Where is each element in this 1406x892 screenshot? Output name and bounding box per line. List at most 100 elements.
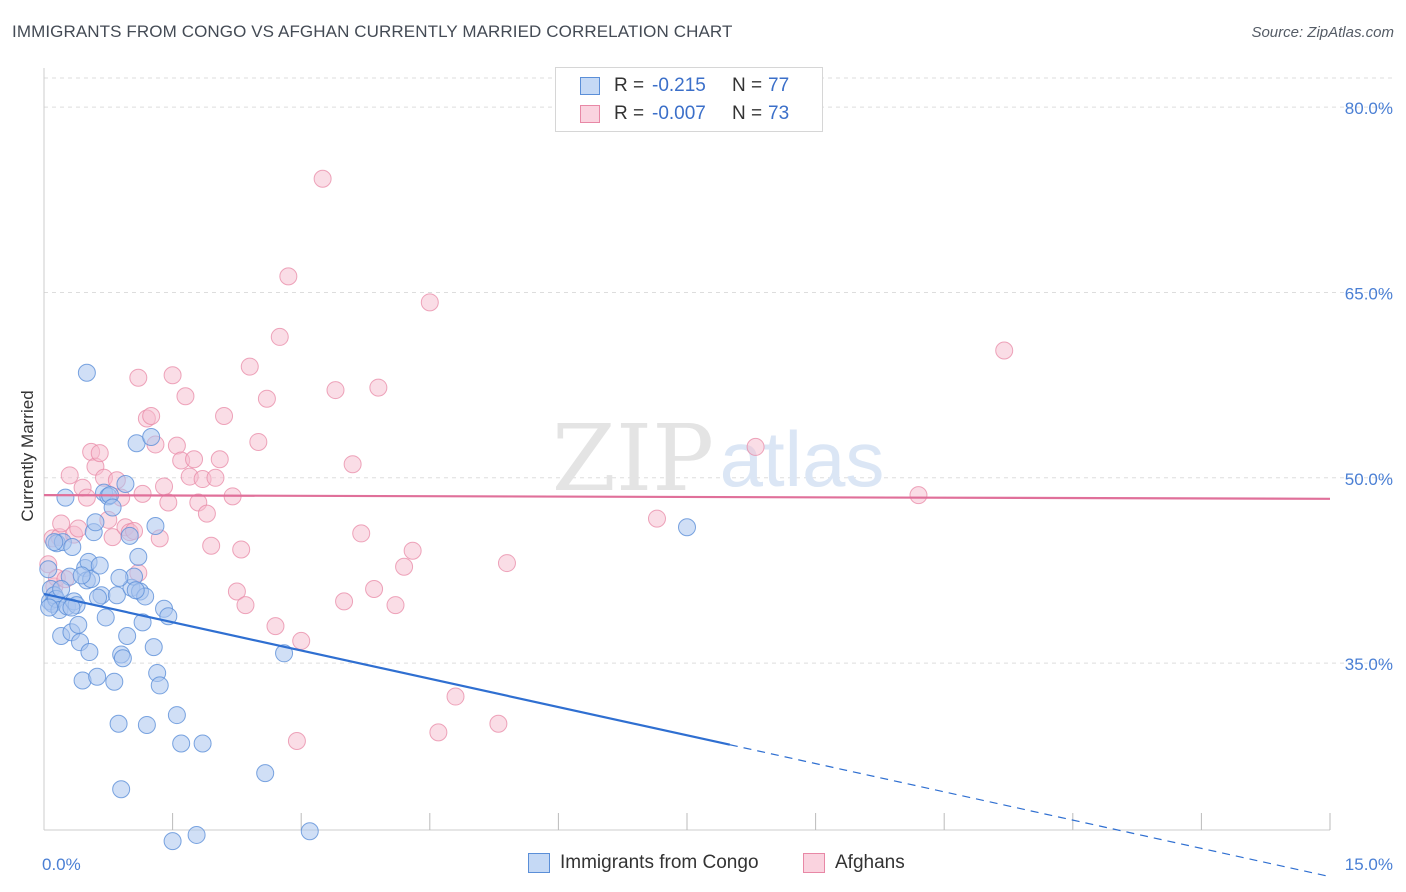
- congo-point: [69, 615, 88, 634]
- afghans-trend-line: [43, 494, 1331, 500]
- afghans-point: [227, 582, 246, 601]
- afghans-point: [232, 540, 251, 559]
- legend-r-value: -0.215: [652, 75, 706, 96]
- afghans-point: [155, 477, 174, 496]
- x-tick-label: 15.0%: [1345, 855, 1393, 874]
- congo-point: [275, 644, 294, 663]
- y-tick-label: 35.0%: [1345, 655, 1393, 674]
- afghans-point: [497, 554, 516, 573]
- afghans-point: [995, 341, 1014, 360]
- congo-point: [133, 613, 152, 632]
- series-legend-afghans: Afghans: [803, 852, 905, 874]
- legend-r-label: R =: [614, 103, 645, 124]
- congo-point: [109, 714, 128, 733]
- congo-point: [96, 608, 115, 627]
- afghans-point: [365, 580, 384, 599]
- afghans-point: [197, 504, 216, 523]
- series-swatch-pink: [803, 853, 825, 873]
- watermark-atlas: atlas: [720, 415, 885, 503]
- afghans-point: [266, 617, 285, 636]
- congo-points: [39, 363, 696, 851]
- congo-point: [105, 672, 124, 691]
- legend-r-value: -0.007: [652, 103, 706, 124]
- legend-swatch-blue: [580, 77, 600, 95]
- afghans-point: [202, 536, 221, 555]
- congo-point: [56, 488, 75, 507]
- series-legend-label: Afghans: [835, 852, 905, 873]
- source-label: Source: ZipAtlas.com: [1251, 24, 1394, 41]
- congo-point: [137, 715, 156, 734]
- afghans-point: [176, 387, 195, 406]
- congo-point: [193, 734, 212, 753]
- afghans-point: [909, 486, 928, 505]
- afghans-point: [403, 541, 422, 560]
- congo-point: [172, 734, 191, 753]
- afghans-point: [292, 631, 311, 650]
- afghans-point: [279, 267, 298, 286]
- afghans-point: [270, 327, 289, 346]
- congo-trend-line: [43, 592, 731, 746]
- afghans-point: [69, 519, 88, 538]
- congo-point: [110, 568, 129, 587]
- afghans-point: [129, 368, 148, 387]
- congo-point: [118, 626, 137, 645]
- congo-point: [40, 598, 59, 617]
- afghans-point: [369, 378, 388, 397]
- afghans-point: [647, 509, 666, 528]
- afghans-point: [52, 514, 71, 533]
- legend-n-label: N =: [732, 75, 763, 96]
- congo-point: [116, 474, 135, 493]
- congo-point: [80, 643, 99, 662]
- congo-trend-extension: [729, 744, 1331, 878]
- x-tick-label: 0.0%: [42, 855, 81, 874]
- congo-point: [144, 638, 163, 657]
- afghans-point: [420, 293, 439, 312]
- afghans-point: [489, 714, 508, 733]
- watermark: ZIP atlas: [552, 405, 884, 512]
- afghans-point: [746, 437, 765, 456]
- legend-n-label: N =: [732, 103, 763, 124]
- congo-point: [39, 560, 58, 579]
- afghans-point: [326, 381, 345, 400]
- afghans-point: [446, 687, 465, 706]
- congo-point: [678, 518, 696, 537]
- afghans-point: [313, 169, 332, 188]
- afghans-point: [210, 450, 229, 469]
- afghans-point: [215, 407, 234, 426]
- congo-point: [63, 538, 82, 557]
- congo-point: [113, 649, 132, 668]
- afghans-point: [77, 488, 96, 507]
- congo-point: [112, 780, 131, 799]
- afghans-point: [167, 436, 186, 455]
- congo-point: [72, 566, 91, 585]
- afghans-point: [352, 524, 371, 543]
- afghans-point: [249, 432, 268, 451]
- congo-point: [167, 706, 186, 725]
- series-legend-congo: Immigrants from Congo: [528, 852, 759, 874]
- afghans-point: [60, 466, 79, 485]
- legend-r-label: R =: [614, 75, 645, 96]
- congo-point: [146, 517, 165, 535]
- congo-point: [107, 586, 126, 605]
- afghans-point: [206, 468, 225, 487]
- y-tick-label: 80.0%: [1345, 99, 1393, 118]
- congo-point: [163, 832, 182, 851]
- afghans-point: [163, 366, 182, 385]
- watermark-zip: ZIP: [552, 405, 714, 512]
- congo-point: [129, 547, 148, 566]
- legend-n-value: 73: [768, 103, 790, 124]
- y-tick-label: 50.0%: [1345, 470, 1393, 489]
- afghans-point: [240, 357, 259, 376]
- afghans-point: [429, 723, 448, 742]
- legend-swatch-pink: [580, 105, 600, 123]
- afghans-point: [90, 444, 109, 463]
- tick-labels: 35.0% 50.0% 65.0% 80.0% 0.0% 15.0%: [42, 99, 1393, 874]
- series-swatch-blue: [528, 853, 550, 873]
- congo-point: [90, 556, 109, 575]
- congo-point: [88, 667, 107, 686]
- legend-n-value: 77: [768, 75, 790, 96]
- afghans-point: [395, 557, 414, 576]
- chart-title: IMMIGRANTS FROM CONGO VS AFGHAN CURRENTL…: [12, 22, 733, 41]
- congo-point: [150, 676, 169, 695]
- afghans-point: [335, 592, 354, 611]
